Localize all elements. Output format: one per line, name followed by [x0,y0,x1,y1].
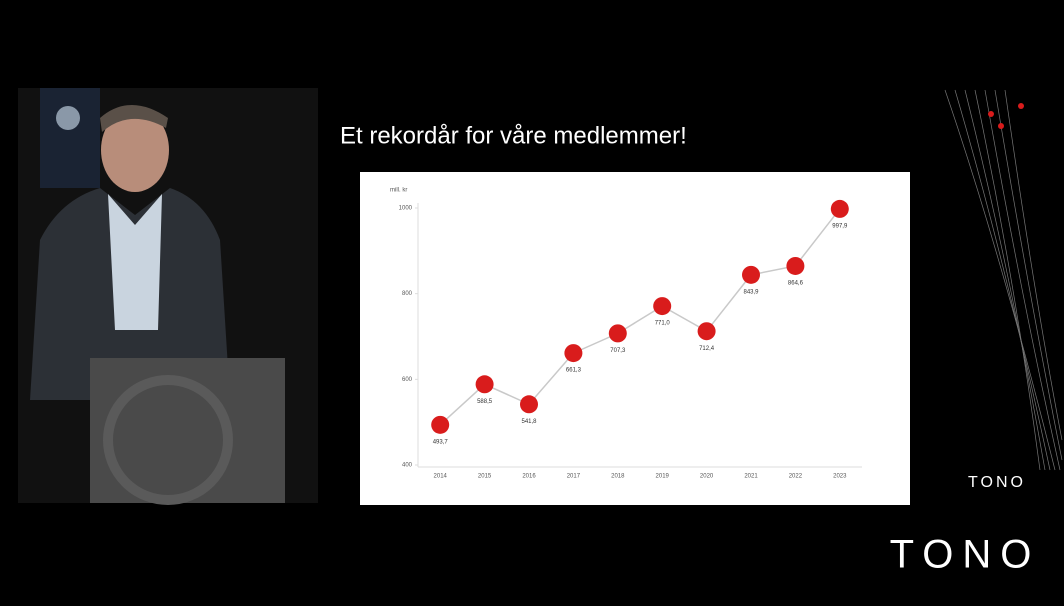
x-tick-label: 2016 [522,474,536,480]
data-label: 864,6 [788,281,804,287]
marker [698,322,716,340]
decor-dot [998,123,1004,129]
data-label: 588,5 [477,399,493,405]
marker [564,344,582,362]
x-tick-label: 2019 [656,474,670,480]
marker [609,324,627,342]
marker [520,395,538,413]
decor-dot [1018,103,1024,109]
screen: Et rekordår for våre medlemmer! mill. kr… [0,0,1064,606]
x-tick-label: 2023 [833,474,847,480]
light [40,88,100,188]
y-tick-label: 800 [402,291,413,297]
speaker-photo [18,88,318,503]
marker [742,266,760,284]
marker [653,297,671,315]
x-tick-label: 2022 [789,474,803,480]
x-tick-label: 2020 [700,474,714,480]
x-tick-label: 2014 [434,474,448,480]
marker [831,200,849,218]
marker [476,375,494,393]
corner-logo: TONO [968,474,1026,491]
y-tick-label: 600 [402,377,413,383]
decor-dot [988,111,994,117]
x-tick-label: 2021 [744,474,758,480]
y-tick-label: 1000 [399,206,413,212]
data-label: 707,3 [610,348,626,354]
y-tick-label: 400 [402,463,413,469]
x-tick-label: 2017 [567,474,581,480]
data-label: 493,7 [433,439,449,445]
spotlight [56,106,80,130]
logo: TONO [890,533,1041,577]
data-label: 661,3 [566,368,582,374]
data-label: 843,9 [743,289,759,295]
marker [786,257,804,275]
chart-panel [360,172,910,505]
x-tick-label: 2015 [478,474,492,480]
data-label: 541,8 [521,419,537,425]
data-label: 712,4 [699,346,715,352]
slide-title: Et rekordår for våre medlemmer! [340,122,687,149]
data-label: 997,9 [832,223,848,229]
data-label: 771,0 [655,321,671,327]
x-tick-label: 2018 [611,474,625,480]
marker [431,416,449,434]
y-axis-label: mill. kr [390,188,407,194]
